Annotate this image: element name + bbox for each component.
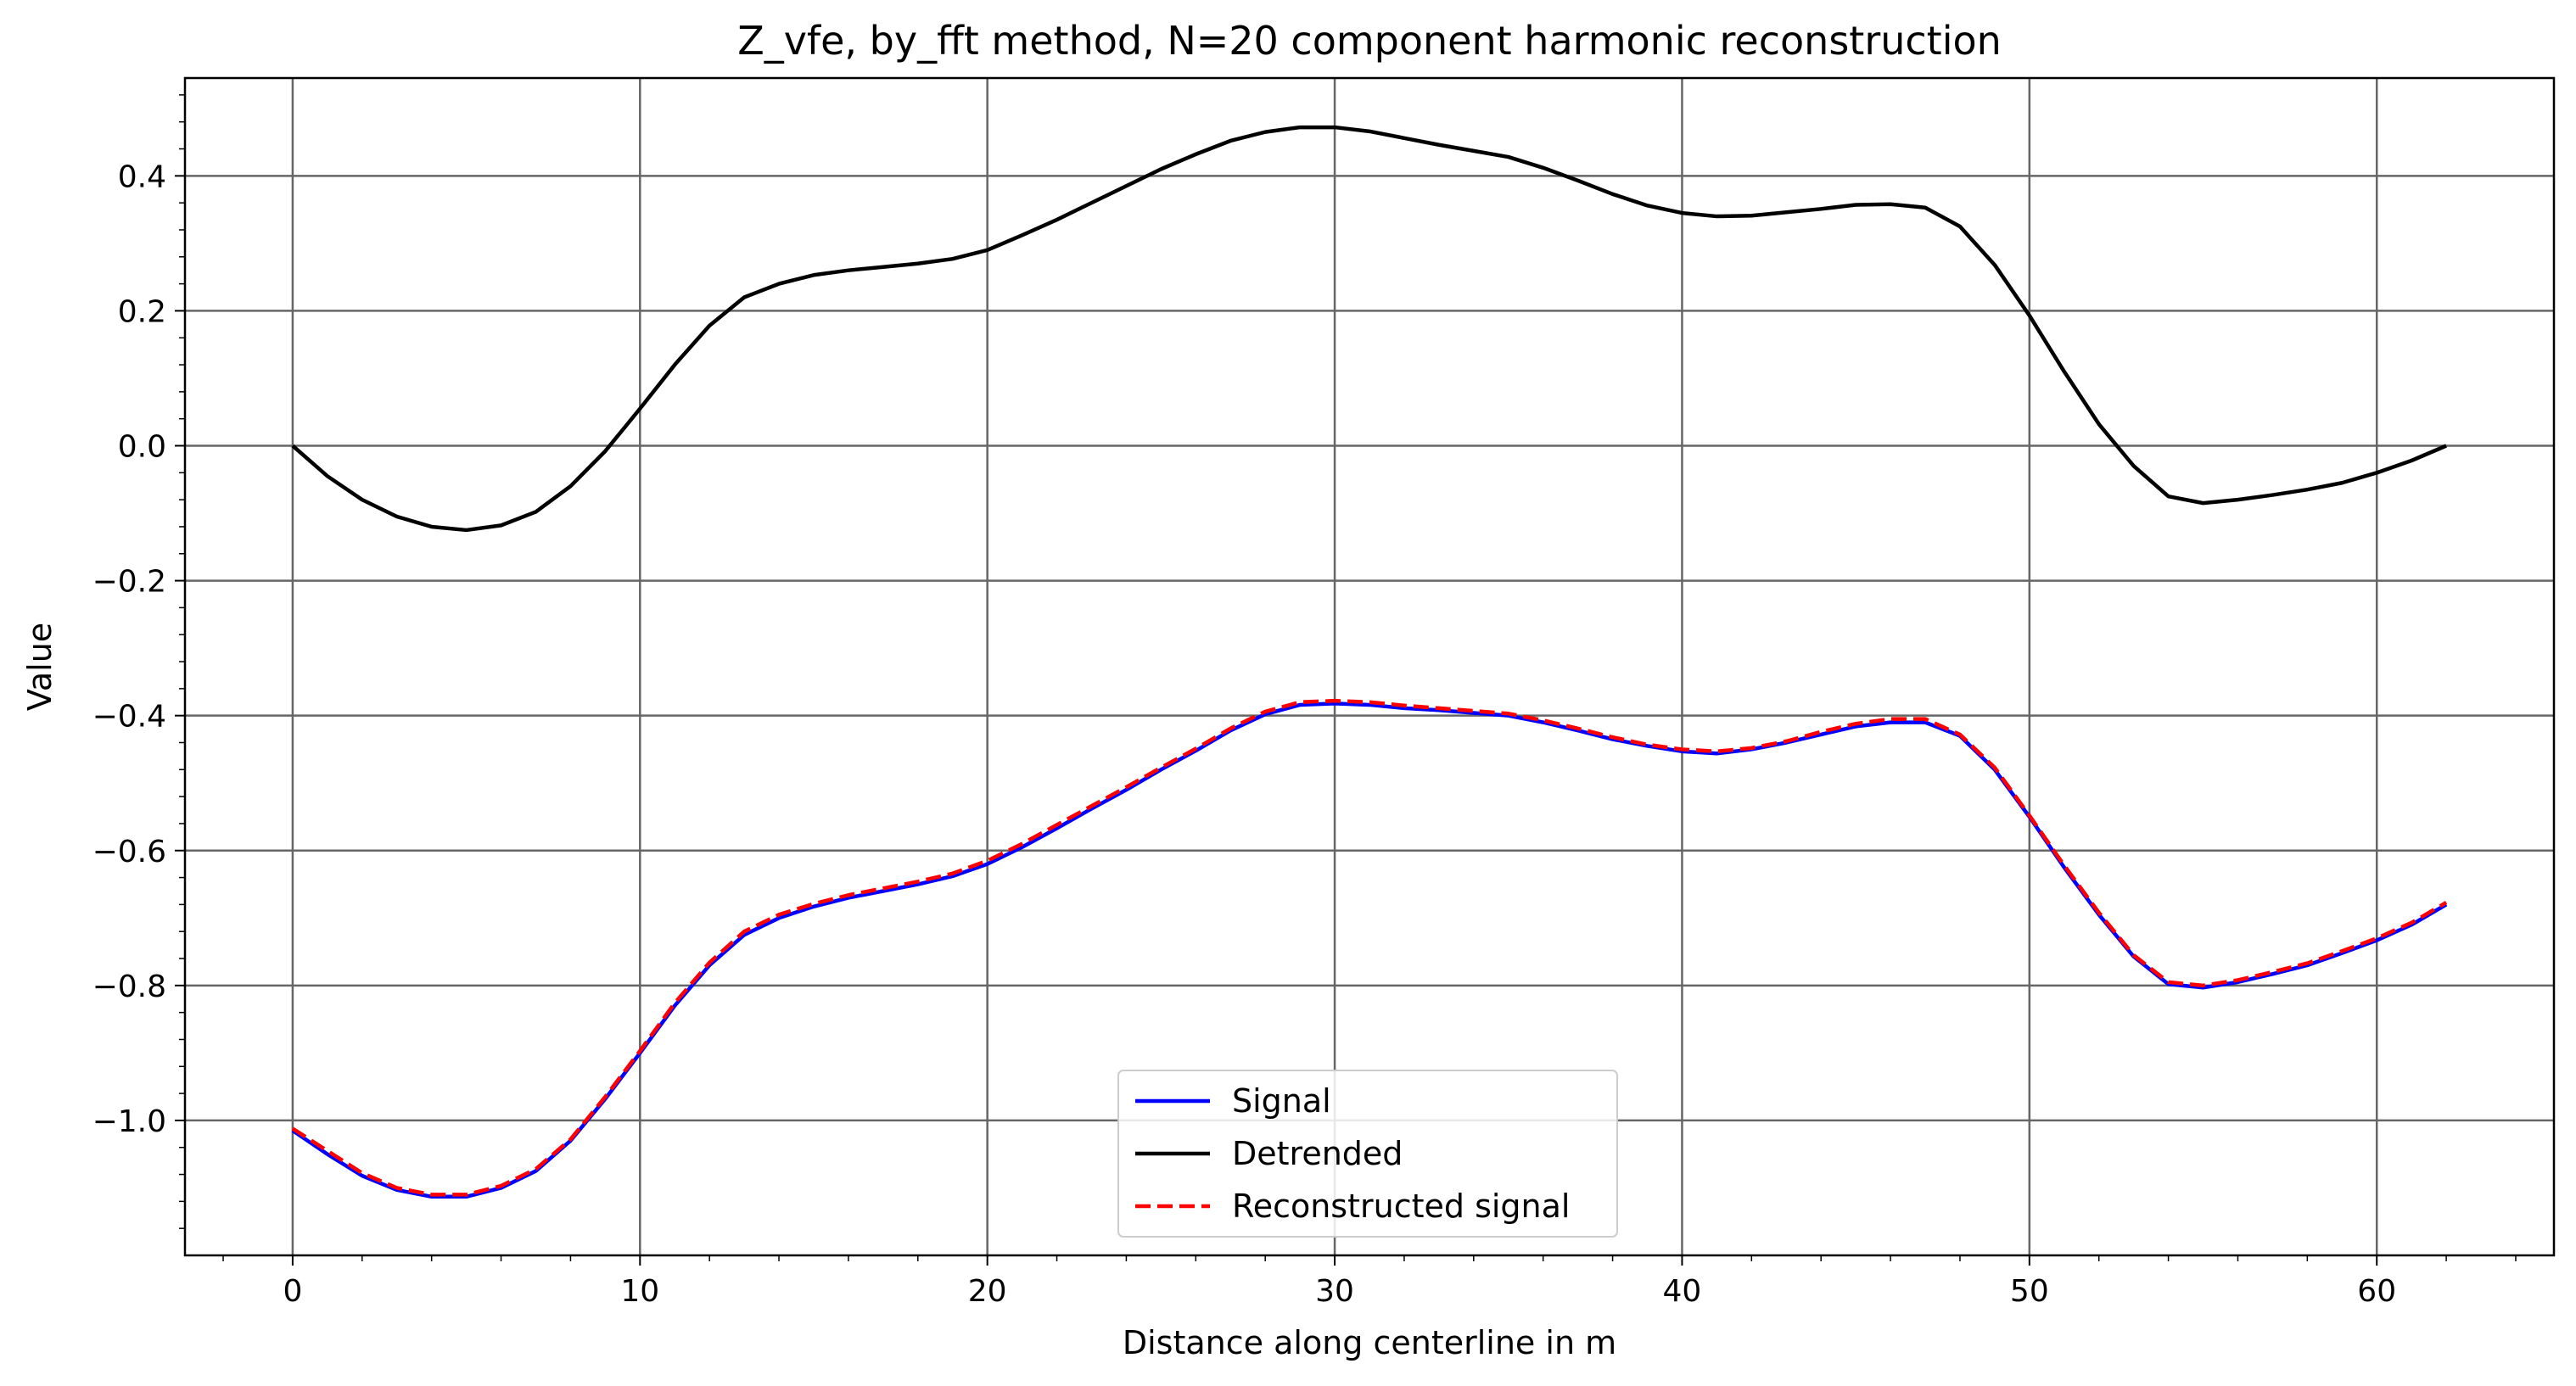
y-tick-label: −0.6 (92, 835, 166, 869)
series-line-detrended (291, 125, 2447, 533)
y-tick-label: 0.2 (118, 294, 166, 329)
x-tick-label: 60 (2357, 1274, 2396, 1309)
chart-title: Z_vfe, by_fft method, N=20 component har… (737, 18, 2002, 64)
x-tick-label: 20 (968, 1274, 1007, 1309)
y-tick-label: −1.0 (92, 1104, 166, 1139)
y-tick-label: 0.0 (118, 430, 166, 465)
x-tick-label: 50 (2010, 1274, 2049, 1309)
legend-label: Reconstructed signal (1232, 1188, 1570, 1225)
plot-frame (183, 76, 2556, 1257)
y-tick-label: −0.8 (92, 970, 166, 1004)
x-tick-label: 10 (620, 1274, 659, 1309)
ticks-layer: 0 10 20 30 40 50 60 0.4 0.2 0.0 −0.2 −0.4 −0.6 −0.8 −1… (92, 94, 2517, 1309)
x-tick-label: 40 (1663, 1274, 1702, 1309)
x-tick-label: 30 (1315, 1274, 1354, 1309)
x-axis-label: Distance along centerline in m (1123, 1324, 1616, 1361)
legend-label: Detrended (1232, 1135, 1403, 1172)
y-axis-label: Value (21, 623, 59, 711)
y-tick-label: −0.2 (92, 565, 166, 600)
y-tick-label: −0.4 (92, 700, 166, 735)
series-line-reconstructed-signal (291, 698, 2448, 1197)
legend-box (1117, 1070, 1618, 1238)
series-layer (291, 125, 2448, 1199)
legend-label: Signal (1232, 1082, 1331, 1120)
legend: Signal Detrended Reconstructed signal (1117, 1070, 1618, 1238)
x-tick-label: 0 (283, 1274, 302, 1309)
y-tick-label: 0.4 (118, 159, 166, 194)
series-line-signal (291, 701, 2448, 1199)
grid-layer (185, 78, 2554, 1255)
